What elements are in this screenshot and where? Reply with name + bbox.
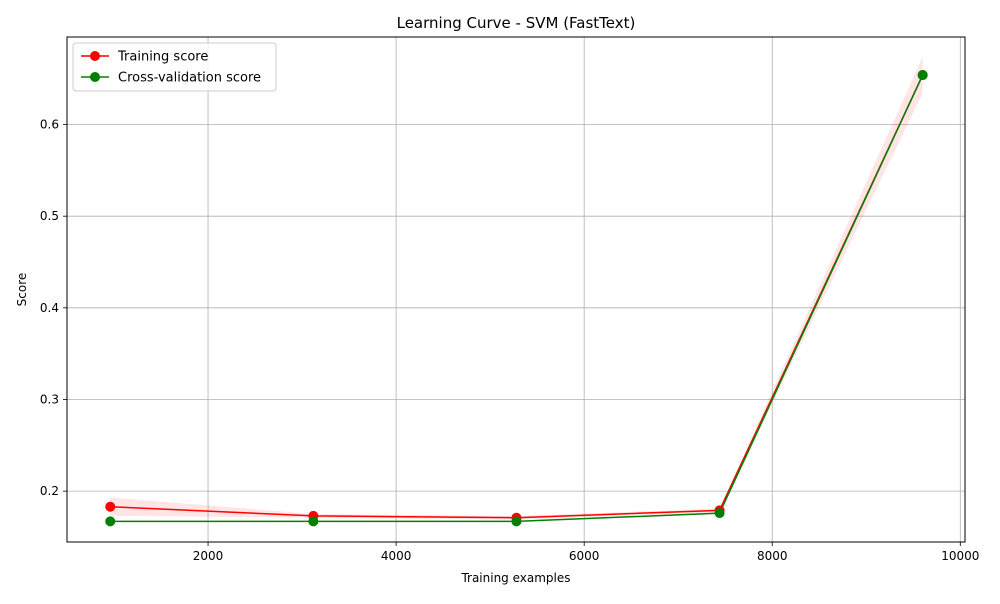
y-tick-label: 0.3 (40, 392, 59, 406)
axis-ticks: 2000 4000 6000 8000 10000 0.2 0.3 0.4 0.5 0.6 (40, 118, 979, 563)
grid-lines (67, 37, 965, 542)
data-point (308, 516, 319, 527)
data-point (511, 516, 522, 527)
legend-marker-swatch (90, 51, 100, 61)
data-point (105, 516, 116, 527)
series-markers (105, 70, 928, 527)
data-point (714, 508, 725, 519)
x-axis-label: Training examples (460, 571, 570, 585)
plot-area-frame (66, 36, 966, 543)
legend-marker-swatch (90, 72, 100, 82)
legend: Training score Cross-validation score (72, 42, 277, 92)
data-point (105, 501, 116, 512)
x-tick-label: 10000 (941, 549, 979, 563)
y-tick-label: 0.2 (40, 484, 59, 498)
legend-items: Training score Cross-validation score (81, 50, 261, 86)
y-tick-label: 0.5 (40, 209, 59, 223)
y-tick-label: 0.6 (40, 118, 59, 132)
x-tick-label: 2000 (193, 549, 224, 563)
legend-label: Cross-validation score (118, 71, 261, 86)
y-tick-label: 0.4 (40, 301, 59, 315)
x-tick-label: 8000 (757, 549, 788, 563)
data-point (917, 70, 928, 81)
x-tick-label: 4000 (381, 549, 412, 563)
x-tick-label: 6000 (569, 549, 600, 563)
legend-box (72, 42, 277, 92)
chart-title: Learning Curve - SVM (FastText) (397, 14, 636, 32)
legend-label: Training score (117, 50, 208, 65)
y-axis-label: Score (15, 273, 29, 307)
